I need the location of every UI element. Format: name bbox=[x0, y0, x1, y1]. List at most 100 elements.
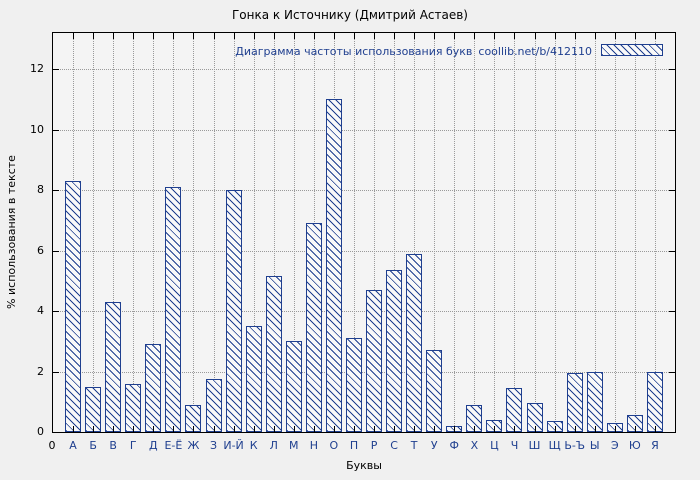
gridline-vertical bbox=[394, 33, 396, 432]
x-tick-label: Ю bbox=[628, 439, 641, 452]
gridline-vertical bbox=[654, 33, 656, 432]
gridline-horizontal bbox=[53, 311, 675, 313]
x-tick-mark bbox=[534, 426, 536, 432]
gridline-vertical bbox=[454, 33, 456, 432]
x-tick-mark bbox=[153, 426, 155, 432]
gridline-vertical bbox=[474, 33, 476, 432]
legend-text: Диаграмма частоты использования букв cool… bbox=[235, 40, 592, 59]
x-tick-mark bbox=[634, 33, 636, 39]
x-tick-mark bbox=[614, 33, 616, 39]
x-tick-mark bbox=[153, 33, 155, 39]
x-tick-mark bbox=[494, 426, 496, 432]
x-tick-label: М bbox=[289, 439, 299, 452]
x-tick-mark bbox=[253, 426, 255, 432]
y-tick-label: 8 bbox=[37, 183, 44, 197]
gridline-vertical bbox=[594, 33, 596, 432]
x-tick-mark bbox=[73, 426, 75, 432]
bar-Б bbox=[85, 387, 102, 432]
x-tick-mark bbox=[333, 426, 335, 432]
x-tick-label: А bbox=[69, 439, 77, 452]
y-axis-label: % использования в тексте bbox=[5, 155, 18, 309]
x-tick-mark bbox=[73, 33, 75, 39]
x-tick-label: Л bbox=[269, 439, 278, 452]
y-tick-label: 0 bbox=[37, 425, 44, 438]
x-tick-label: В bbox=[109, 439, 117, 452]
bar-Д bbox=[145, 344, 162, 432]
bar-Р bbox=[366, 290, 383, 432]
bar-О bbox=[325, 99, 342, 432]
bar-П bbox=[345, 338, 362, 432]
x-axis-label: Буквы bbox=[346, 459, 382, 472]
bar-С bbox=[386, 270, 403, 432]
gridline-vertical bbox=[253, 33, 255, 432]
gridline-vertical bbox=[193, 33, 195, 432]
x-tick-mark bbox=[654, 33, 656, 39]
bar-И-Й bbox=[225, 190, 242, 432]
chart-title: Гонка к Источнику (Дмитрий Астаев) bbox=[231, 8, 468, 22]
x-tick-mark bbox=[193, 33, 195, 39]
gridline-vertical bbox=[133, 33, 135, 432]
x-tick-mark bbox=[554, 426, 556, 432]
x-tick-label: К bbox=[249, 439, 258, 452]
y-tick-mark bbox=[669, 129, 675, 131]
x-tick-mark bbox=[313, 426, 315, 432]
gridline-vertical bbox=[273, 33, 275, 432]
bar-Е-Ё bbox=[165, 187, 182, 432]
x-tick-label: Х bbox=[470, 439, 479, 452]
legend-hatch-swatch-icon bbox=[601, 43, 663, 56]
x-tick-label: Д bbox=[149, 439, 158, 452]
x-tick-label: Г bbox=[129, 439, 137, 452]
x-tick-mark bbox=[353, 33, 355, 39]
x-tick-label: О bbox=[329, 439, 339, 452]
y-tick-mark bbox=[53, 69, 59, 71]
bar-В bbox=[105, 302, 122, 432]
x-tick-mark bbox=[514, 426, 516, 432]
x-tick-mark bbox=[293, 33, 295, 39]
x-tick-mark bbox=[213, 33, 215, 39]
x-tick-label: Э bbox=[610, 439, 619, 452]
bar-Я bbox=[646, 372, 663, 432]
x-tick-mark bbox=[293, 426, 295, 432]
gridline-vertical bbox=[434, 33, 436, 432]
bar-Х bbox=[466, 405, 483, 432]
x-tick-mark bbox=[233, 33, 235, 39]
x-tick-mark bbox=[374, 426, 376, 432]
legend-label: Диаграмма частоты использования букв bbox=[235, 45, 473, 58]
bar-Ь-Ъ bbox=[566, 373, 583, 432]
gridline-horizontal bbox=[53, 190, 675, 192]
x-tick-mark bbox=[594, 426, 596, 432]
x-tick-label: С bbox=[390, 439, 398, 452]
bar-Ш bbox=[526, 403, 543, 432]
x-tick-label: Ь-Ъ bbox=[564, 439, 586, 452]
y-tick-label: 6 bbox=[37, 243, 44, 257]
x-tick-mark bbox=[113, 33, 115, 39]
y-tick-mark bbox=[53, 311, 59, 313]
bar-Ю bbox=[626, 415, 643, 432]
gridline-horizontal bbox=[53, 371, 675, 373]
bar-З bbox=[205, 379, 222, 432]
x-tick-mark bbox=[233, 426, 235, 432]
bar-Ж bbox=[185, 405, 202, 432]
bar-Г bbox=[125, 384, 142, 432]
x-tick-label: Ы bbox=[589, 439, 600, 452]
x-tick-label: Щ bbox=[548, 439, 561, 452]
x-tick-mark bbox=[173, 426, 175, 432]
x-tick-mark bbox=[574, 33, 576, 39]
x-tick-mark bbox=[414, 426, 416, 432]
x-tick-label: П bbox=[349, 439, 359, 452]
legend-source-link[interactable]: coollib.net/b/412110 bbox=[478, 45, 592, 58]
x-tick-mark bbox=[113, 426, 115, 432]
gridline-vertical bbox=[293, 33, 295, 432]
legend: Диаграмма частоты использования букв cool… bbox=[235, 40, 663, 59]
gridline-vertical bbox=[414, 33, 416, 432]
gridline-vertical bbox=[554, 33, 556, 432]
bar-У bbox=[426, 350, 443, 432]
bar-Н bbox=[305, 223, 322, 432]
x-tick-mark bbox=[434, 426, 436, 432]
x-tick-mark bbox=[133, 33, 135, 39]
bar-Л bbox=[265, 276, 282, 432]
gridline-vertical bbox=[494, 33, 496, 432]
x-tick-label: Н bbox=[309, 439, 318, 452]
x-tick-mark bbox=[474, 33, 476, 39]
